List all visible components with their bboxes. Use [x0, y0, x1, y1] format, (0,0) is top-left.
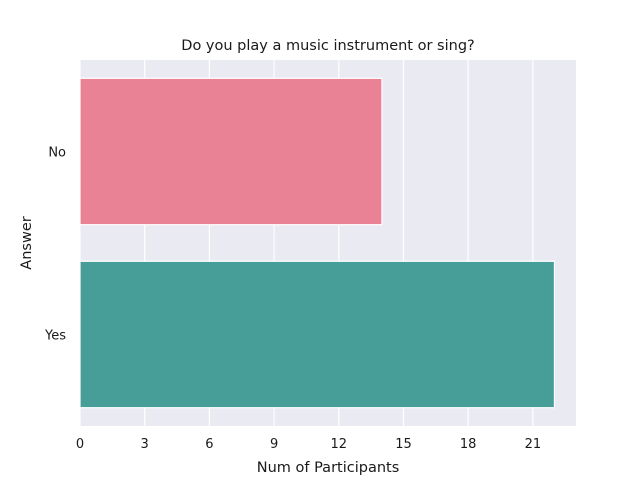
- bar-yes: [79, 260, 556, 409]
- bars: [79, 77, 556, 409]
- x-axis-label: Num of Participants: [257, 460, 400, 476]
- x-tick-label: 0: [76, 437, 84, 452]
- y-tick-labels: No Yes: [44, 146, 66, 344]
- chart-title: Do you play a music instrument or sing?: [181, 38, 474, 54]
- x-tick-label: 15: [395, 437, 412, 452]
- x-tick-label: 12: [331, 437, 348, 452]
- y-tick-label: No: [48, 146, 66, 161]
- x-tick-label: 21: [525, 437, 542, 452]
- y-tick-label: Yes: [44, 329, 66, 344]
- x-tick-label: 6: [205, 437, 213, 452]
- y-axis-label: Answer: [19, 216, 35, 269]
- x-tick-label: 18: [460, 437, 477, 452]
- x-tick-label: 3: [141, 437, 149, 452]
- bar-no: [79, 77, 383, 226]
- x-tick-label: 9: [270, 437, 278, 452]
- x-tick-labels: 0 3 6 9 12 15 18 21: [76, 437, 541, 452]
